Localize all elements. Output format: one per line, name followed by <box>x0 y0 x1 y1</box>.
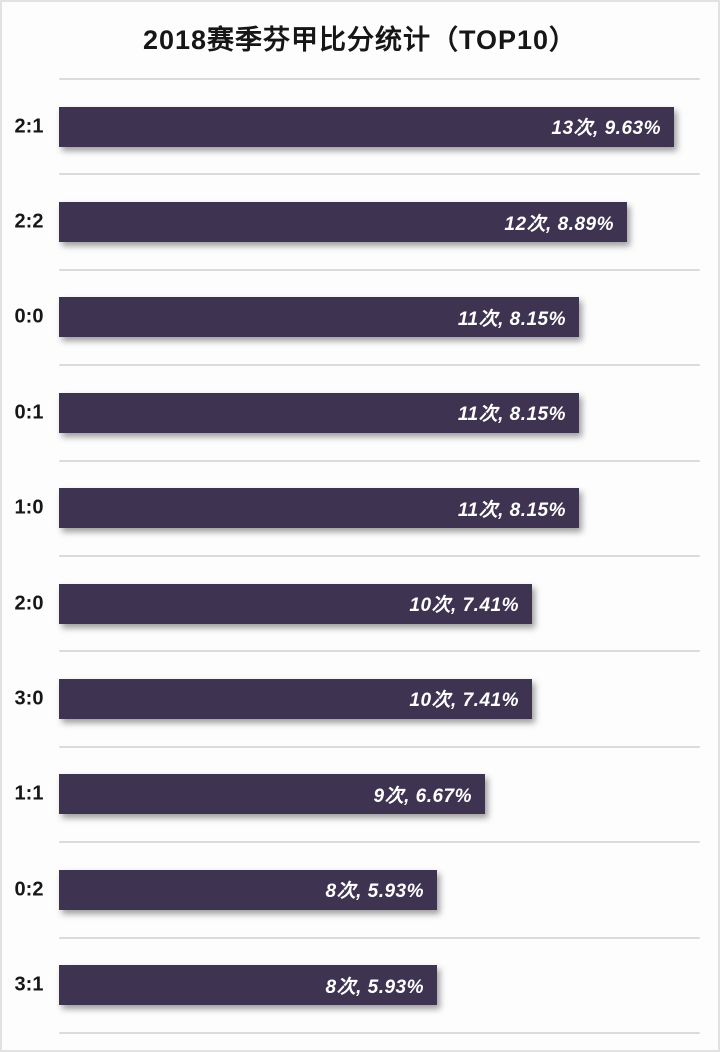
bar-value-label: 10次, 7.41% <box>409 595 519 617</box>
category-label: 1:0 <box>14 496 44 519</box>
gridline <box>59 650 700 653</box>
gridline <box>59 1032 700 1034</box>
bar-row: 2:1 13次, 9.63% <box>2 78 718 173</box>
category-label: 0:2 <box>14 878 44 901</box>
bar-row: 1:1 9次, 6.67% <box>2 745 718 841</box>
bar-row: 2:0 10次, 7.41% <box>2 554 718 650</box>
bar: 8次, 5.93% <box>59 965 437 1006</box>
chart-title: 2018赛季芬甲比分统计（TOP10） <box>142 25 578 55</box>
bar: 13次, 9.63% <box>59 106 674 147</box>
gridline <box>59 745 700 748</box>
bar-value-label: 11次, 8.15% <box>457 308 566 330</box>
bar-row: 0:0 11次, 8.15% <box>2 268 718 364</box>
bar: 12次, 8.89% <box>59 202 627 243</box>
gridline <box>59 841 700 844</box>
gridline <box>59 936 700 939</box>
bar-row: 0:2 8次, 5.93% <box>2 841 718 936</box>
bar-rows: 2:1 13次, 9.63% 2:2 12次, 8.89% 0:0 11次, 8… <box>2 78 718 1032</box>
bar-row: 2:2 12次, 8.89% <box>2 173 718 268</box>
bar: 10次, 7.41% <box>59 583 532 624</box>
bar-value-label: 11次, 8.15% <box>457 404 566 426</box>
bar-value-label: 12次, 8.89% <box>504 213 614 235</box>
category-label: 2:2 <box>14 210 44 233</box>
bar-row: 3:1 8次, 5.93% <box>2 936 718 1032</box>
bar: 8次, 5.93% <box>59 869 437 910</box>
bar: 9次, 6.67% <box>59 774 485 815</box>
bar-value-label: 8次, 5.93% <box>325 976 424 998</box>
category-label: 1:1 <box>14 782 44 805</box>
gridline <box>59 554 700 557</box>
gridline <box>59 268 700 271</box>
bar-value-label: 11次, 8.15% <box>457 499 566 521</box>
bar-row: 3:0 10次, 7.41% <box>2 650 718 745</box>
bar-value-label: 8次, 5.93% <box>325 881 424 903</box>
bar-row: 0:1 11次, 8.15% <box>2 364 718 459</box>
bar-value-label: 13次, 9.63% <box>551 118 661 140</box>
bar: 10次, 7.41% <box>59 678 532 719</box>
bar-value-label: 9次, 6.67% <box>373 785 472 807</box>
gridline <box>59 78 700 80</box>
category-label: 3:1 <box>14 973 44 996</box>
category-label: 3:0 <box>14 687 44 710</box>
category-label: 0:0 <box>14 305 44 328</box>
bar-chart: 2:1 13次, 9.63% 2:2 12次, 8.89% 0:0 11次, 8… <box>2 78 718 1034</box>
bar-row: 1:0 11次, 8.15% <box>2 459 718 555</box>
bar: 11次, 8.15% <box>59 392 579 433</box>
category-label: 2:0 <box>14 592 44 615</box>
bar: 11次, 8.15% <box>59 297 579 338</box>
gridline <box>59 173 700 176</box>
bar: 11次, 8.15% <box>59 488 579 529</box>
category-label: 0:1 <box>14 401 44 424</box>
gridline <box>59 364 700 367</box>
gridline <box>59 459 700 462</box>
bar-value-label: 10次, 7.41% <box>409 690 519 712</box>
category-label: 2:1 <box>14 115 44 138</box>
